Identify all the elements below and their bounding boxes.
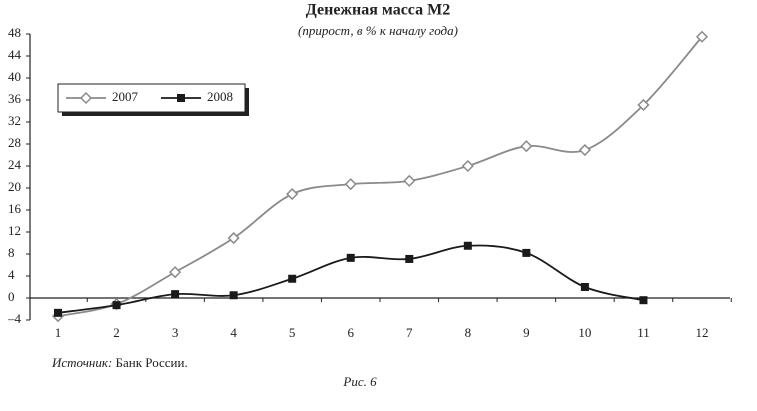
data-point — [461, 159, 474, 173]
x-tick-label: 6 — [347, 325, 354, 340]
data-point — [463, 241, 472, 250]
y-tick-label: –4 — [7, 311, 22, 326]
y-tick-label: 0 — [8, 289, 15, 304]
x-tick-label: 5 — [289, 325, 296, 340]
source-text: Банк России. — [116, 355, 188, 370]
y-tick-label: 8 — [8, 245, 15, 260]
x-tick-label: 3 — [172, 325, 179, 340]
x-tick-label: 8 — [465, 325, 472, 340]
y-tick-label: 32 — [8, 113, 21, 128]
chart-title: Денежная масса М2 — [306, 2, 450, 19]
y-tick-label: 16 — [8, 201, 22, 216]
x-tick-label: 12 — [696, 325, 709, 340]
y-tick-label: 44 — [8, 47, 22, 62]
y-tick-label: 28 — [8, 135, 21, 150]
data-point — [169, 266, 182, 279]
legend-label: 2007 — [112, 89, 139, 104]
x-tick-label: 7 — [406, 325, 413, 340]
source-label: Источник: — [51, 355, 112, 370]
data-point — [288, 274, 297, 283]
data-point — [522, 248, 531, 257]
data-point — [580, 283, 589, 291]
y-tick-label: 20 — [8, 179, 21, 194]
data-point — [637, 98, 650, 112]
x-tick-label: 1 — [55, 325, 62, 340]
y-tick-label: 12 — [8, 223, 21, 238]
data-point — [695, 30, 709, 43]
x-tick-label: 4 — [230, 325, 237, 340]
data-point — [405, 254, 414, 263]
x-tick-label: 11 — [637, 325, 650, 340]
data-point — [346, 253, 355, 262]
legend-marker — [79, 91, 93, 105]
data-point — [229, 291, 238, 300]
data-point — [520, 140, 533, 153]
data-point — [403, 174, 416, 187]
data-point — [54, 308, 62, 317]
y-tick-label: 24 — [8, 157, 22, 172]
legend-marker — [177, 94, 185, 102]
source: Источник: Банк России. — [51, 355, 188, 370]
y-tick-label: 36 — [8, 91, 22, 106]
y-tick-label: 48 — [8, 25, 21, 40]
chart-subtitle: (прирост, в % к началу года) — [298, 23, 458, 38]
data-point — [639, 296, 648, 305]
data-point — [286, 187, 299, 201]
caption: Рис. 6 — [342, 374, 377, 389]
data-point — [578, 143, 591, 157]
y-tick-label: 4 — [8, 267, 15, 282]
data-point — [112, 301, 121, 310]
data-point — [171, 290, 180, 299]
x-tick-label: 10 — [578, 325, 591, 340]
y-tick-label: 40 — [8, 69, 21, 84]
legend-label: 2008 — [207, 89, 233, 104]
data-point — [344, 178, 357, 191]
x-tick-label: 9 — [523, 325, 530, 340]
x-tick-label: 2 — [113, 325, 120, 340]
series-line — [57, 36, 703, 318]
data-point — [227, 231, 240, 245]
